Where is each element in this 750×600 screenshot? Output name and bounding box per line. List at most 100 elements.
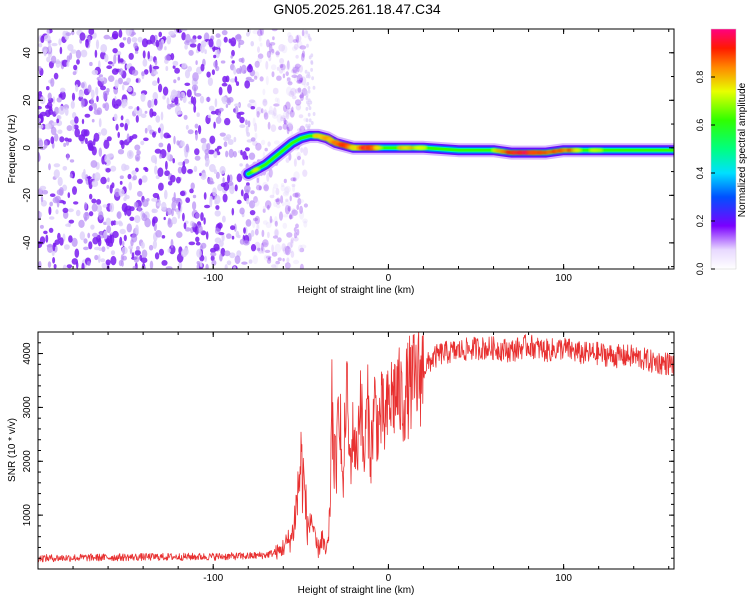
noise-blob <box>229 252 236 259</box>
noise-blob <box>53 169 60 179</box>
noise-blob <box>218 232 225 236</box>
y-tick-label: -40 <box>22 235 33 250</box>
noise-blob <box>157 167 164 177</box>
noise-blob <box>218 107 224 112</box>
noise-blob <box>88 175 91 185</box>
snr-x-ticks: -100 0 100 <box>37 332 670 584</box>
noise-blob <box>204 255 208 262</box>
noise-blob <box>38 124 44 129</box>
noise-blob <box>48 163 51 171</box>
noise-blob <box>62 264 67 269</box>
noise-blob <box>105 259 111 266</box>
noise-blob <box>292 39 298 43</box>
noise-blob <box>280 63 286 71</box>
noise-blob <box>93 109 101 115</box>
noise-blob <box>257 247 261 252</box>
noise-blob <box>225 104 229 108</box>
noise-blob <box>282 73 286 79</box>
noise-blob <box>177 166 183 174</box>
noise-blob <box>307 112 311 117</box>
noise-blob <box>286 126 290 135</box>
noise-blob <box>298 114 304 119</box>
noise-blob <box>135 167 139 173</box>
noise-blob <box>156 202 162 207</box>
noise-blob <box>166 152 171 161</box>
noise-blob <box>172 158 175 164</box>
noise-blob <box>268 42 272 49</box>
noise-blob <box>305 123 309 128</box>
noise-blob <box>186 89 192 98</box>
noise-blob <box>292 185 296 193</box>
noise-blob <box>144 110 148 114</box>
noise-blob <box>223 136 230 141</box>
noise-blob <box>137 206 142 213</box>
noise-blob <box>134 249 141 256</box>
noise-blob <box>240 189 244 197</box>
noise-blob <box>106 65 113 70</box>
noise-blob <box>290 250 295 258</box>
noise-blob <box>126 208 132 217</box>
noise-blob <box>147 99 152 109</box>
noise-blob <box>305 118 309 123</box>
noise-blob <box>241 64 247 75</box>
noise-blob <box>276 75 282 81</box>
noise-blob <box>200 137 207 144</box>
noise-blob <box>213 54 217 59</box>
noise-blob <box>296 74 303 84</box>
noise-blob <box>141 175 148 183</box>
noise-blob <box>248 63 252 70</box>
noise-blob <box>254 122 258 132</box>
noise-blob <box>117 220 123 225</box>
noise-blob <box>282 214 289 218</box>
noise-blob <box>205 96 211 102</box>
noise-blob <box>119 236 123 246</box>
noise-blob <box>132 265 137 269</box>
noise-blob <box>273 140 280 145</box>
noise-blob <box>294 192 301 199</box>
noise-blob <box>252 140 258 146</box>
noise-blob <box>230 55 233 59</box>
noise-blob <box>227 84 232 94</box>
noise-blob <box>255 181 261 187</box>
noise-blob <box>214 148 220 152</box>
noise-blob <box>117 149 125 155</box>
noise-blob <box>283 104 288 112</box>
noise-blob <box>295 103 302 111</box>
noise-blob <box>291 208 296 215</box>
noise-blob <box>124 123 128 131</box>
noise-blob <box>240 149 243 156</box>
noise-blob <box>195 241 201 246</box>
noise-blob <box>215 48 221 59</box>
colorbar-ticks: 0.0 0.2 0.4 0.6 0.8 <box>695 71 715 275</box>
noise-blob <box>65 223 71 227</box>
noise-blob <box>281 243 287 252</box>
noise-blob <box>127 86 133 93</box>
noise-blob <box>272 186 275 196</box>
noise-blob <box>180 140 185 147</box>
noise-blob <box>54 195 61 203</box>
noise-blob <box>90 160 98 168</box>
noise-blob <box>220 182 226 187</box>
noise-blob <box>292 66 298 74</box>
noise-blob <box>120 254 124 263</box>
noise-blob <box>83 168 86 176</box>
noise-blob <box>106 88 110 93</box>
noise-blob <box>279 69 284 74</box>
noise-blob <box>171 216 178 225</box>
noise-blob <box>219 132 226 137</box>
noise-blob <box>102 103 106 109</box>
noise-blob <box>98 210 104 220</box>
colorbar-label: Normalized spectral amplitude <box>737 82 748 217</box>
noise-blob <box>98 147 103 157</box>
noise-blob <box>217 222 223 229</box>
noise-blob <box>66 153 69 161</box>
noise-blob <box>239 163 243 167</box>
noise-blob <box>174 67 181 74</box>
y-tick-label: -20 <box>22 188 33 203</box>
noise-blob <box>250 41 254 47</box>
colorbar-tick-label: 0.2 <box>695 215 705 228</box>
noise-blob <box>194 80 198 85</box>
colorbar-gradient <box>711 29 736 269</box>
snr-y-label: SNR (10 * v/v) <box>7 418 18 482</box>
noise-blob <box>236 173 243 183</box>
